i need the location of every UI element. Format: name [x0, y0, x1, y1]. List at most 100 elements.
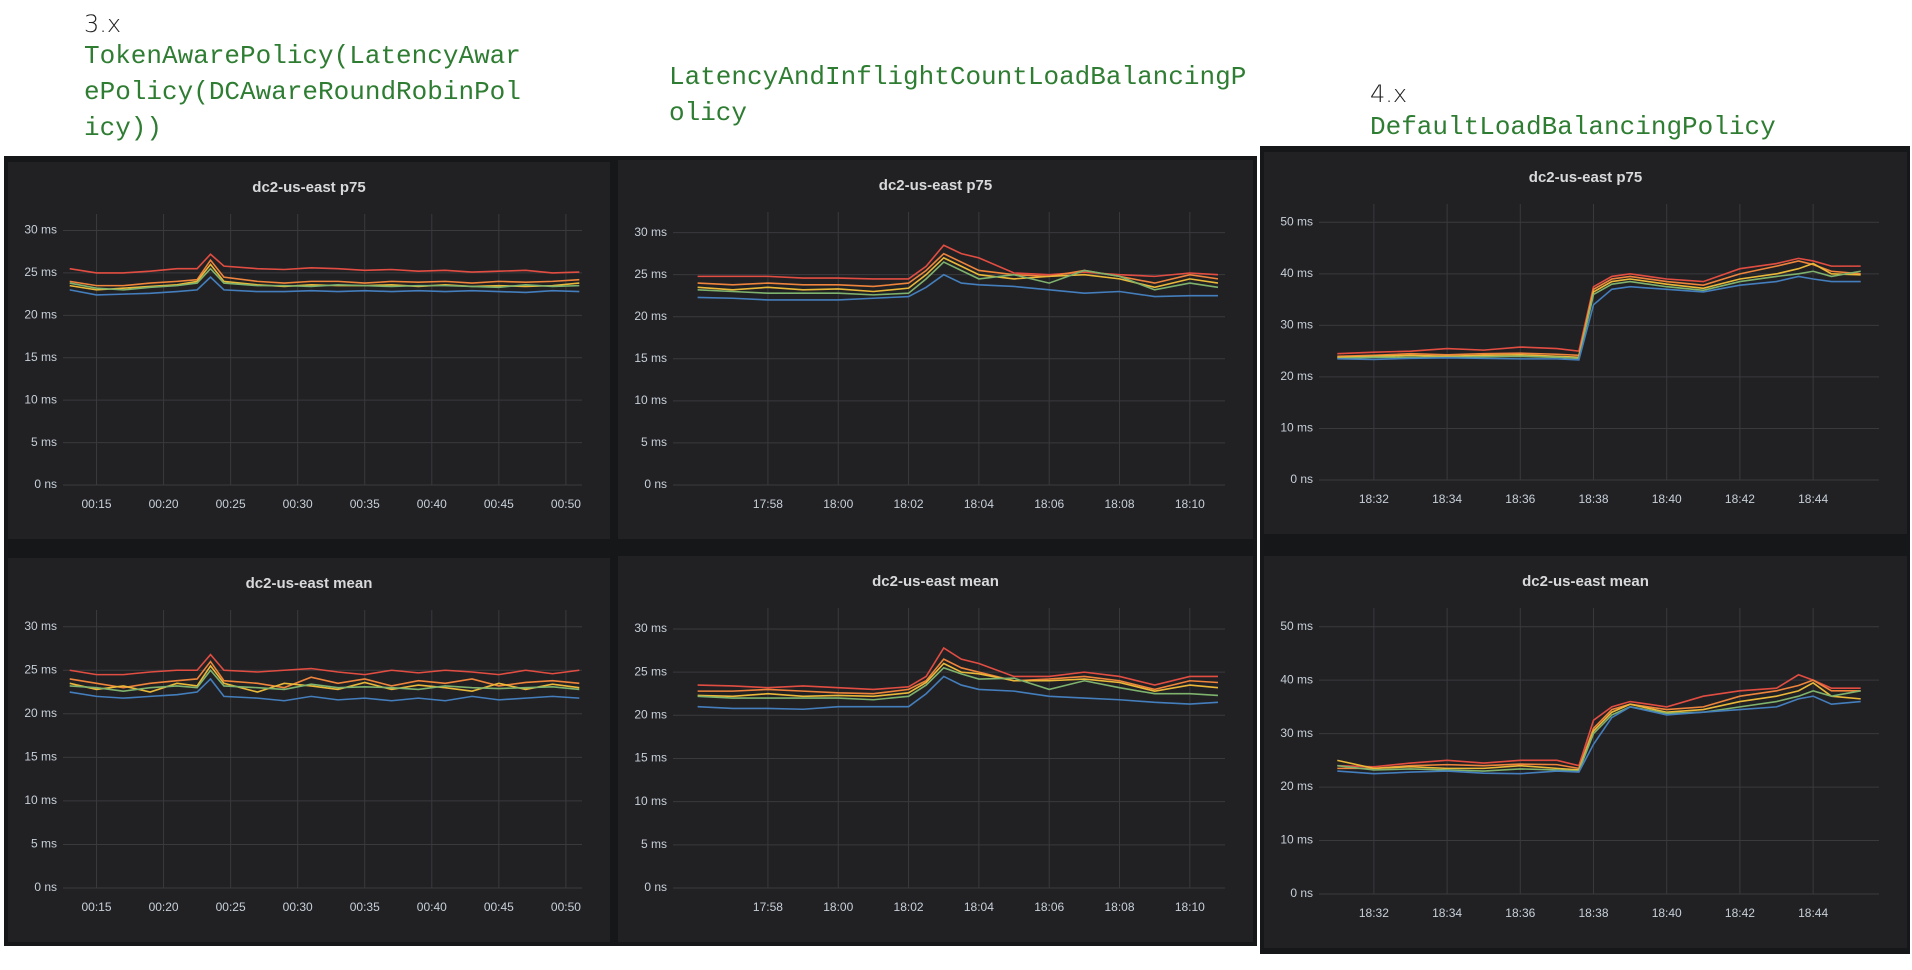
x-tick-label: 00:30 — [283, 497, 313, 511]
x-tick-label: 00:35 — [350, 497, 380, 511]
series-line — [697, 273, 1218, 301]
series-line — [69, 664, 580, 693]
y-tick-label: 5 ms — [641, 435, 667, 449]
y-tick-label: 20 ms — [24, 706, 57, 720]
series-line — [697, 252, 1219, 288]
y-tick-label: 25 ms — [634, 664, 667, 678]
x-tick-label: 18:40 — [1652, 906, 1682, 920]
x-tick-label: 18:42 — [1725, 492, 1755, 506]
x-tick-label: 00:40 — [417, 900, 447, 914]
panel — [8, 162, 610, 539]
x-tick-label: 18:42 — [1725, 906, 1755, 920]
series-line — [697, 646, 1218, 691]
y-tick-label: 10 ms — [1280, 421, 1313, 435]
y-tick-label: 30 ms — [24, 223, 57, 237]
version-label: 4.x — [1370, 80, 1408, 108]
x-tick-label: 00:15 — [82, 900, 112, 914]
y-tick-label: 25 ms — [634, 267, 667, 281]
x-tick-label: 00:50 — [551, 497, 581, 511]
y-tick-label: 15 ms — [634, 751, 667, 765]
y-tick-label: 10 ms — [634, 794, 667, 808]
x-tick-label: 00:15 — [82, 497, 112, 511]
policy-label: TokenAwarePolicy(LatencyAwarePolicy(DCAw… — [84, 41, 521, 143]
x-tick-label: 18:10 — [1175, 497, 1205, 511]
series-line — [697, 261, 1219, 296]
y-tick-label: 40 ms — [1280, 266, 1313, 280]
y-tick-label: 10 ms — [634, 393, 667, 407]
x-tick-label: 18:34 — [1432, 492, 1462, 506]
x-tick-label: 18:02 — [894, 497, 924, 511]
y-tick-label: 20 ms — [1280, 779, 1313, 793]
series-line — [69, 276, 580, 296]
x-tick-label: 00:20 — [149, 497, 179, 511]
x-tick-label: 18:00 — [823, 900, 853, 914]
series-line — [697, 256, 1219, 293]
y-tick-label: 0 ns — [34, 477, 57, 491]
series-line — [69, 668, 580, 692]
y-tick-label: 30 ms — [1280, 318, 1313, 332]
y-tick-label: 20 ms — [24, 307, 57, 321]
x-tick-label: 00:25 — [216, 497, 246, 511]
x-tick-label: 18:44 — [1798, 906, 1828, 920]
y-tick-label: 5 ms — [641, 837, 667, 851]
y-tick-label: 10 ms — [1280, 833, 1313, 847]
y-tick-label: 5 ms — [31, 837, 57, 851]
y-tick-label: 20 ms — [634, 707, 667, 721]
x-tick-label: 00:20 — [149, 900, 179, 914]
series-line — [1337, 681, 1861, 771]
x-tick-label: 18:10 — [1175, 900, 1205, 914]
y-tick-label: 30 ms — [1280, 726, 1313, 740]
series-line — [697, 675, 1219, 711]
series-line — [697, 658, 1219, 695]
x-tick-label: 18:00 — [823, 497, 853, 511]
x-tick-label: 17:58 — [753, 497, 783, 511]
series-line — [1337, 690, 1861, 772]
y-tick-label: 40 ms — [1280, 672, 1313, 686]
x-tick-label: 18:08 — [1105, 900, 1135, 914]
x-tick-label: 18:40 — [1652, 492, 1682, 506]
panel-title: dc2-us-east mean — [872, 573, 999, 590]
y-tick-label: 20 ms — [634, 309, 667, 323]
version-label: 3.x — [84, 10, 122, 38]
x-tick-label: 18:44 — [1798, 492, 1828, 506]
series-line — [1337, 275, 1861, 361]
x-tick-label: 18:08 — [1105, 497, 1135, 511]
x-tick-label: 18:02 — [894, 900, 924, 914]
x-tick-label: 18:06 — [1034, 900, 1064, 914]
x-tick-label: 00:50 — [551, 900, 581, 914]
series-line — [69, 258, 580, 287]
series-line — [1337, 260, 1861, 358]
series-line — [69, 263, 580, 291]
x-tick-label: 18:36 — [1505, 492, 1535, 506]
x-tick-label: 00:35 — [350, 900, 380, 914]
x-tick-label: 18:04 — [964, 900, 994, 914]
y-tick-label: 0 ns — [644, 477, 667, 491]
x-tick-label: 00:45 — [484, 900, 514, 914]
panel — [8, 558, 610, 942]
y-tick-label: 10 ms — [24, 793, 57, 807]
series-line — [1337, 257, 1861, 355]
x-tick-label: 18:38 — [1578, 492, 1608, 506]
series-line — [69, 677, 580, 702]
y-tick-label: 30 ms — [634, 225, 667, 239]
x-tick-label: 17:58 — [753, 900, 783, 914]
series-line — [69, 660, 580, 689]
x-tick-label: 18:38 — [1578, 906, 1608, 920]
series-line — [1337, 673, 1861, 768]
y-tick-label: 15 ms — [24, 350, 57, 364]
y-tick-label: 0 ns — [1290, 886, 1313, 900]
series-line — [69, 267, 580, 291]
y-tick-label: 5 ms — [31, 435, 57, 449]
series-line — [1337, 679, 1861, 770]
panel — [618, 556, 1253, 942]
x-tick-label: 00:30 — [283, 900, 313, 914]
y-tick-label: 0 ns — [644, 880, 667, 894]
x-tick-label: 00:40 — [417, 497, 447, 511]
y-tick-label: 20 ms — [1280, 369, 1313, 383]
panel — [1264, 152, 1907, 534]
policy-label: DefaultLoadBalancingPolicy — [1370, 112, 1776, 142]
panel-title: dc2-us-east mean — [1522, 573, 1649, 590]
panel-title: dc2-us-east p75 — [1529, 169, 1642, 186]
